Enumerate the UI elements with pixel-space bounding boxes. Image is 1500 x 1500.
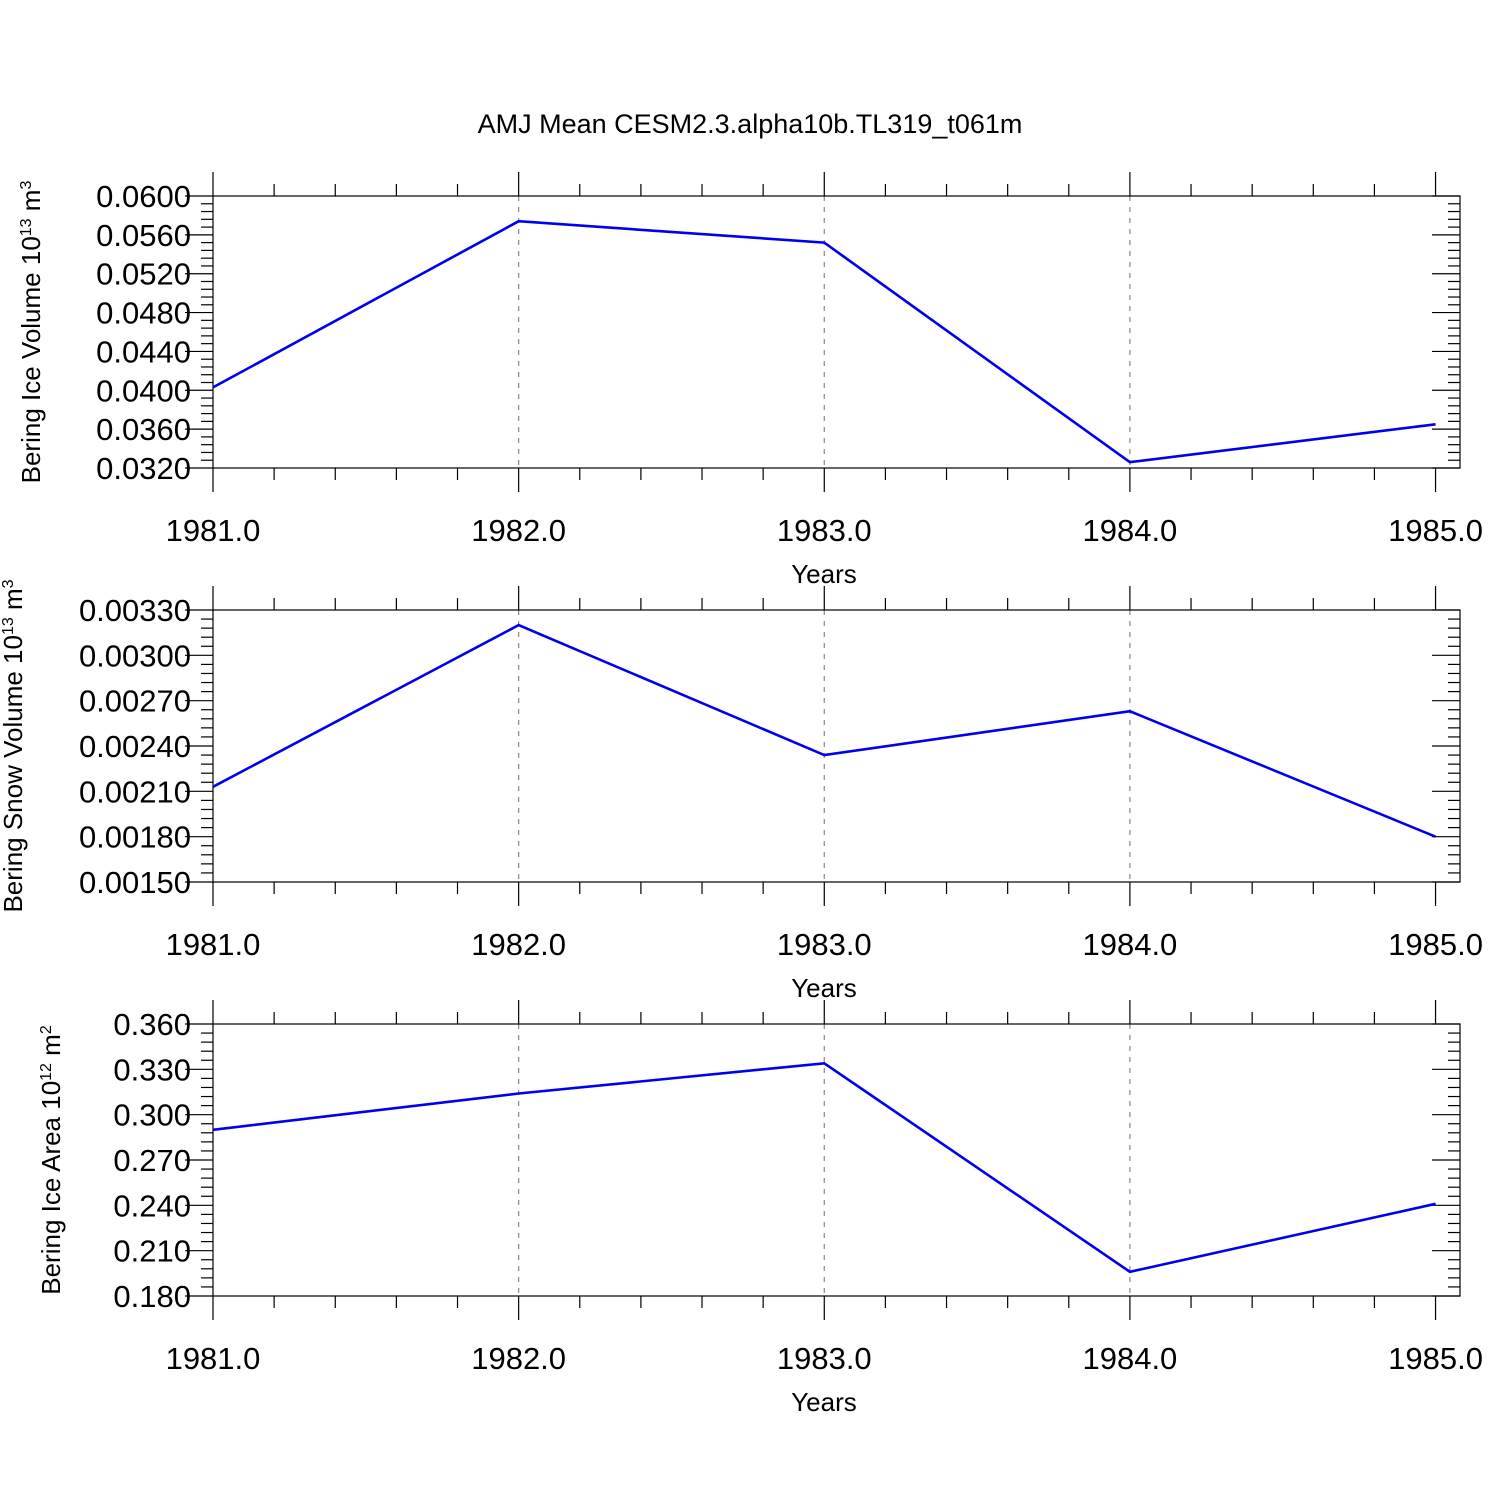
y-tick-label: 0.240: [113, 1188, 191, 1223]
y-tick-label: 0.0520: [96, 257, 191, 292]
y-tick-label: 0.00150: [79, 865, 191, 900]
y-tick-label: 0.270: [113, 1143, 191, 1178]
y-tick-label: 0.00330: [79, 593, 191, 628]
x-tick-label: 1981.0: [166, 927, 261, 962]
x-tick-label: 1982.0: [471, 513, 566, 548]
x-axis-label: Years: [791, 1387, 857, 1417]
y-tick-label: 0.180: [113, 1279, 191, 1314]
y-tick-label: 0.00180: [79, 820, 191, 855]
x-tick-label: 1982.0: [471, 1341, 566, 1376]
figure-title: AMJ Mean CESM2.3.alpha10b.TL319_t061m: [478, 109, 1023, 139]
y-tick-label: 0.00300: [79, 638, 191, 673]
series-line: [212, 1061, 1436, 1274]
y-axis-label: Bering Ice Volume 1013 m3: [16, 181, 46, 484]
x-tick-label: 1983.0: [777, 1341, 872, 1376]
series-line: [212, 623, 1437, 838]
y-tick-label: 0.0480: [96, 296, 191, 331]
plot-frame: [212, 195, 1461, 469]
y-axis-label: Bering Ice Area 1012 m2: [36, 1025, 66, 1295]
x-axis-label: Years: [791, 559, 857, 589]
y-tick-label: 0.0320: [96, 451, 191, 486]
y-tick-label: 0.0360: [96, 412, 191, 447]
y-tick-label: 0.360: [113, 1007, 191, 1042]
y-tick-label: 0.0600: [96, 179, 191, 214]
y-tick-label: 0.00270: [79, 684, 191, 719]
y-tick-label: 0.210: [113, 1234, 191, 1269]
series-line: [212, 219, 1436, 464]
panel-ice-area: 0.360 0.330 0.300 0.270 0.240 0.210 0.180 1981.…: [36, 1000, 1483, 1417]
y-tick-label: 0.0560: [96, 218, 191, 253]
x-tick-label: 1981.0: [166, 513, 261, 548]
x-axis-label: Years: [791, 973, 857, 1003]
x-tick-label: 1983.0: [777, 927, 872, 962]
plot-frame: [212, 1023, 1461, 1297]
x-tick-label: 1985.0: [1388, 513, 1483, 548]
x-tick-label: 1984.0: [1082, 1341, 1177, 1376]
x-tick-label: 1981.0: [166, 1341, 261, 1376]
y-tick-label: 0.00240: [79, 729, 191, 764]
panel-snow-volume: 0.00330 0.00300 0.00270 0.00240 0.00210 0.001…: [0, 579, 1483, 1003]
x-tick-label: 1984.0: [1082, 927, 1177, 962]
plot-frame: [212, 609, 1461, 883]
x-tick-label: 1982.0: [471, 927, 566, 962]
x-tick-label: 1984.0: [1082, 513, 1177, 548]
x-tick-label: 1983.0: [777, 513, 872, 548]
y-tick-label: 0.0400: [96, 373, 191, 408]
y-tick-label: 0.00210: [79, 774, 191, 809]
y-axis-label: Bering Snow Volume 1013 m3: [0, 579, 28, 912]
y-tick-label: 0.0440: [96, 334, 191, 369]
y-tick-label: 0.300: [113, 1098, 191, 1133]
x-tick-label: 1985.0: [1388, 927, 1483, 962]
y-tick-label: 0.330: [113, 1052, 191, 1087]
x-tick-label: 1985.0: [1388, 1341, 1483, 1376]
